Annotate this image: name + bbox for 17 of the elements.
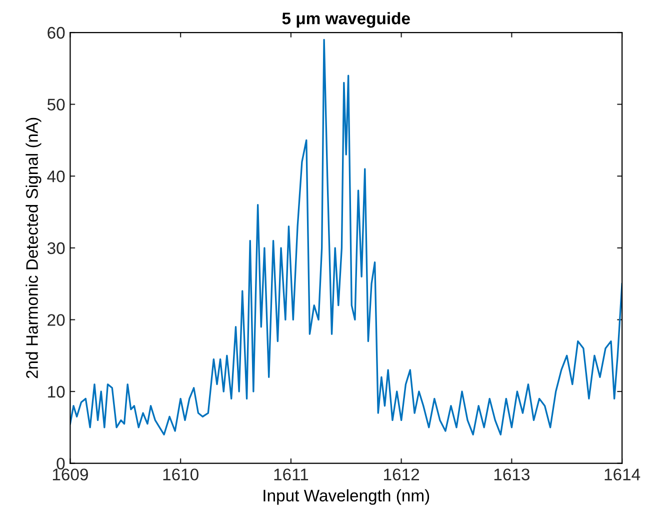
y-tick-label: 10 xyxy=(48,386,65,398)
y-tick-label: 40 xyxy=(47,170,65,182)
y-axis-title: 2nd Harmonic Detected Signal (nA) xyxy=(26,118,42,378)
x-tick-label: 1610 xyxy=(163,468,198,480)
x-tick-label: 1611 xyxy=(274,468,308,480)
y-tick-label: 50 xyxy=(47,98,65,111)
x-axis-title: Input Wavelength (nm) xyxy=(264,489,430,505)
y-tick-label: 20 xyxy=(48,314,65,326)
line-series xyxy=(70,38,622,436)
x-tick-label: 1609 xyxy=(52,468,88,480)
x-tick-label: 1613 xyxy=(494,468,530,480)
x-tick-label: 1614 xyxy=(604,468,640,480)
chart-title: 5 μm waveguide xyxy=(282,12,410,28)
y-tick-label: 30 xyxy=(47,242,65,254)
x-tick-label: 1612 xyxy=(384,468,420,480)
y-tick-label: 0 xyxy=(56,458,65,470)
y-tick-label: 60 xyxy=(48,26,65,39)
